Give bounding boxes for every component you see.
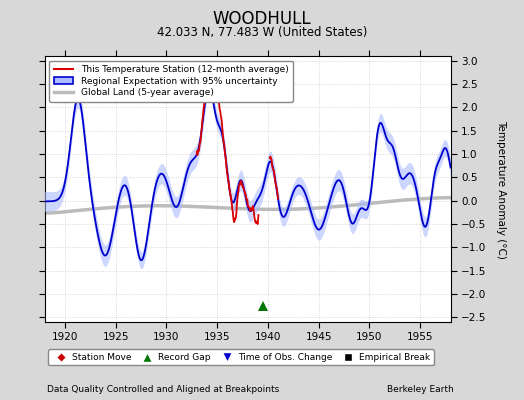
Legend: This Temperature Station (12-month average), Regional Expectation with 95% uncer: This Temperature Station (12-month avera…: [49, 60, 293, 102]
Legend: Station Move, Record Gap, Time of Obs. Change, Empirical Break: Station Move, Record Gap, Time of Obs. C…: [48, 349, 434, 366]
Text: WOODHULL: WOODHULL: [213, 10, 311, 28]
Text: 42.033 N, 77.483 W (United States): 42.033 N, 77.483 W (United States): [157, 26, 367, 39]
Text: Berkeley Earth: Berkeley Earth: [387, 385, 453, 394]
Y-axis label: Temperature Anomaly (°C): Temperature Anomaly (°C): [496, 120, 506, 258]
Text: Data Quality Controlled and Aligned at Breakpoints: Data Quality Controlled and Aligned at B…: [47, 385, 279, 394]
